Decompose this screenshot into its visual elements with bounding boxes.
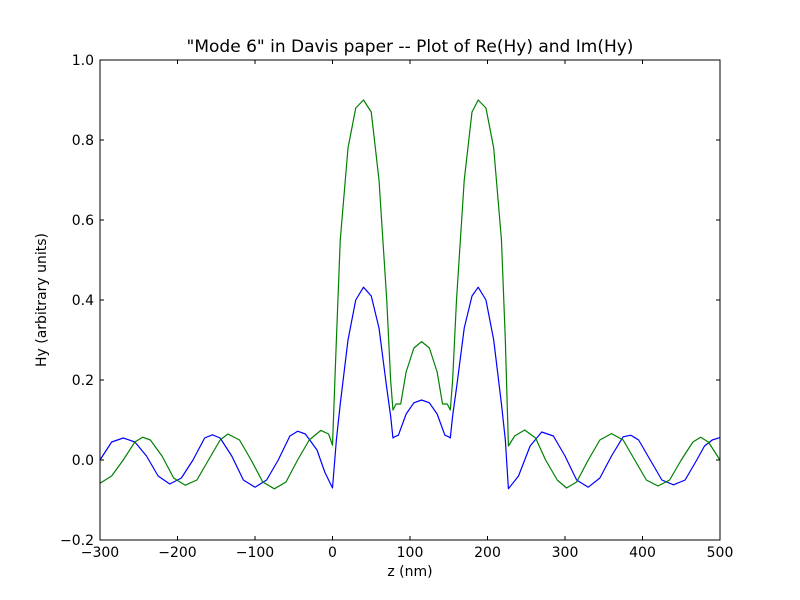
- plot-area: −300 −200 −100 0 100 200 300 400 500 −0.2 0.0 0.2 0.…: [60, 53, 733, 561]
- y-tick-label: 0.0: [72, 453, 94, 469]
- x-tick-label: 100: [397, 545, 424, 561]
- y-tick-label: 1.0: [72, 53, 94, 69]
- x-tick-label: −200: [158, 545, 196, 561]
- chart-title: "Mode 6" in Davis paper -- Plot of Re(Hy…: [187, 37, 634, 57]
- x-tick-label: −300: [81, 545, 119, 561]
- x-tick-label: 300: [552, 545, 579, 561]
- x-tick-label: 400: [629, 545, 656, 561]
- y-tick-label: 0.2: [72, 373, 94, 389]
- y-tick-label: −0.2: [60, 533, 94, 549]
- series-line-2: [99, 99, 721, 490]
- x-tick-label: 0: [328, 545, 337, 561]
- series-line-1: [99, 286, 721, 490]
- y-tick-label: 0.6: [72, 213, 94, 229]
- x-tick-label: 500: [707, 545, 734, 561]
- axes-frame: [99, 59, 721, 541]
- x-axis-title: z (nm): [387, 564, 432, 580]
- x-tick-label: −100: [236, 545, 274, 561]
- y-tick-label: 0.4: [72, 293, 94, 309]
- y-tick-label: 0.8: [72, 133, 94, 149]
- y-axis-title: Hy (arbitrary units): [34, 233, 50, 367]
- x-tick-label: 200: [474, 545, 501, 561]
